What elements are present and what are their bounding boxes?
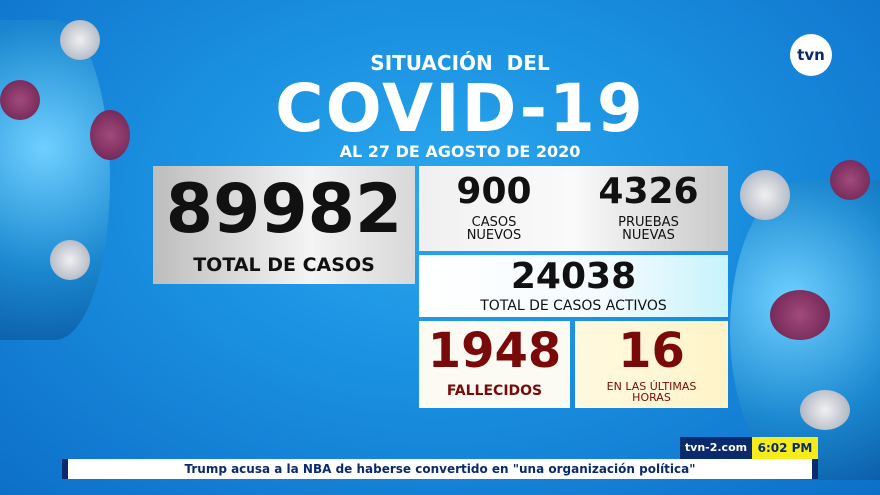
spike: [800, 390, 850, 430]
new-tests-value: 4326: [598, 171, 699, 212]
active-cases-box: 24038 TOTAL DE CASOS ACTIVOS: [419, 255, 728, 317]
new-tests-label: PRUEBAS: [618, 215, 679, 230]
new-box: 900 CASOS NUEVOS 4326 PRUEBAS NUEVAS: [419, 166, 728, 251]
total-cases-box: 89982 TOTAL DE CASOS: [153, 166, 415, 284]
total-cases-value: 89982: [165, 170, 403, 249]
page-title: COVID-19: [275, 70, 645, 147]
active-cases-label: TOTAL DE CASOS ACTIVOS: [480, 298, 667, 314]
spike: [60, 20, 100, 60]
new-tests-label: NUEVAS: [622, 228, 675, 243]
header-date: AL 27 DE AGOSTO DE 2020: [339, 142, 581, 161]
new-cases-value: 900: [456, 171, 532, 212]
header-line1: SITUACIÓN DEL: [370, 51, 550, 75]
spike: [0, 80, 40, 120]
news-ticker: Trump acusa a la NBA de haberse converti…: [62, 459, 818, 479]
total-cases-label: TOTAL DE CASOS: [193, 254, 375, 276]
deaths-label: FALLECIDOS: [446, 383, 543, 399]
spike: [770, 290, 830, 340]
spike: [830, 160, 870, 200]
spike: [740, 170, 790, 220]
new-cases-label: CASOS: [471, 215, 517, 230]
deaths-box: 1948 FALLECIDOS: [419, 321, 570, 408]
ticker-site: tvn-2.com: [680, 437, 752, 459]
virus-left: [0, 20, 110, 340]
recent-deaths-box: 16 EN LAS ÚLTIMAS HORAS: [575, 321, 728, 408]
spike: [90, 110, 130, 160]
active-cases-value: 24038: [510, 256, 637, 297]
ticker-headline: Trump acusa a la NBA de haberse converti…: [184, 462, 696, 476]
tvn-logo: tvn: [790, 34, 832, 76]
ticker-time: 6:02 PM: [752, 437, 818, 459]
recent-deaths-label: HORAS: [632, 391, 671, 404]
deaths-value: 1948: [427, 323, 562, 379]
new-cases-label: NUEVOS: [466, 228, 522, 243]
recent-deaths-value: 16: [618, 323, 685, 379]
recent-deaths-label: EN LAS ÚLTIMAS: [606, 380, 697, 393]
spike: [50, 240, 90, 280]
